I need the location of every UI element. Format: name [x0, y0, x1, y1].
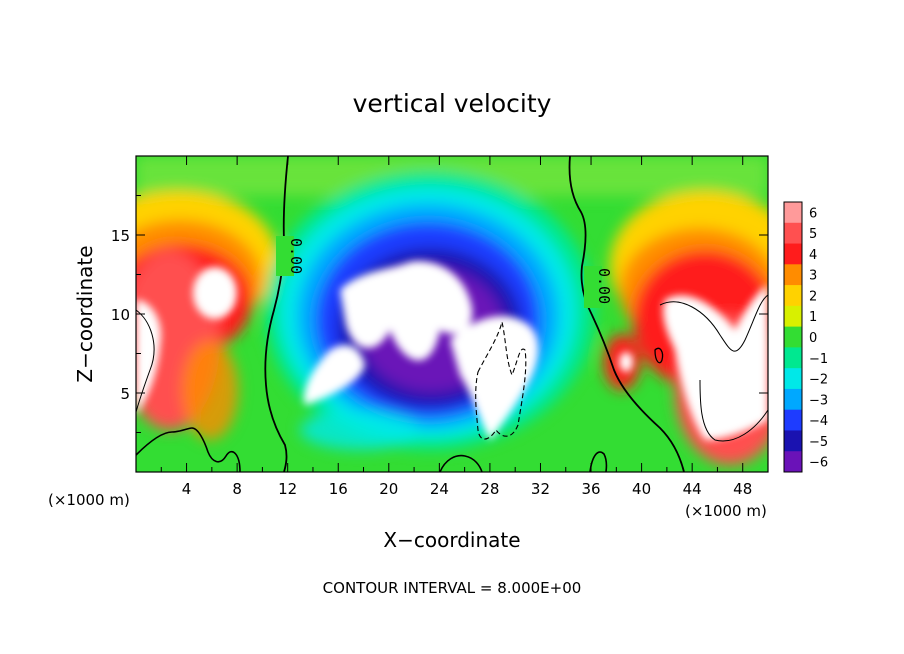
- x-tick-label: 16: [329, 480, 348, 498]
- colorbar-swatch: [784, 305, 802, 328]
- colorbar-swatch: [784, 388, 802, 411]
- contour-label-bg: [584, 266, 602, 308]
- x-axis: 4 8 12 16 20 24 28 32 36 40 44 48: [160, 156, 752, 498]
- x-tick-label: 36: [581, 480, 600, 498]
- colorbar-swatch: [784, 326, 802, 348]
- y-axis: 5 10 15: [111, 195, 768, 433]
- contour-bottom-mid: [439, 454, 483, 472]
- contour-bottom-left: [136, 427, 241, 472]
- colorbar-label: −4: [809, 414, 828, 429]
- y-axis-label: Z−coordinate: [73, 245, 97, 382]
- colorbar-label: −3: [809, 393, 828, 408]
- colorbar-label: 6: [809, 206, 817, 221]
- x-tick-label: 24: [430, 480, 449, 498]
- colorbar-swatch: [784, 264, 802, 286]
- colorbar-swatch: [784, 243, 802, 265]
- colorbar-label: 3: [809, 269, 817, 284]
- x-axis-label: X−coordinate: [383, 528, 520, 552]
- colorbar-label: 1: [809, 310, 817, 325]
- colorbar-swatch: [784, 347, 802, 369]
- colorbar: 6 5 4 3 2 1 0 −1 −2 −3 −4 −5 −6: [783, 201, 828, 473]
- y-tick-label: 15: [111, 227, 130, 245]
- contour-lines: [136, 156, 768, 472]
- x-tick-label: 20: [379, 480, 398, 498]
- colorbar-label: −5: [809, 435, 828, 450]
- zero-contour-left: [264, 156, 289, 472]
- velocity-field: [136, 156, 768, 472]
- colorbar-label: −6: [809, 456, 828, 471]
- colorbar-swatch: [784, 368, 802, 390]
- chart-title: vertical velocity: [353, 89, 552, 118]
- colorbar-swatch: [784, 285, 802, 307]
- x-tick-label: 44: [683, 480, 702, 498]
- contour-small-ring: [654, 347, 664, 364]
- contour-inner-left: [136, 309, 155, 413]
- x-tick-label: 4: [182, 480, 192, 498]
- colorbar-swatch: [784, 430, 802, 452]
- x-tick-label: 32: [531, 480, 550, 498]
- x-tick-label: 8: [232, 480, 242, 498]
- colorbar-label: 5: [809, 227, 817, 242]
- x-tick-label: 12: [278, 480, 297, 498]
- x-unit-right: (×1000 m): [685, 502, 767, 520]
- colorbar-label: 0: [809, 331, 817, 346]
- y-tick-label: 10: [111, 306, 130, 324]
- x-tick-label: 48: [733, 480, 752, 498]
- colorbar-swatch: [784, 202, 802, 224]
- x-tick-label: 28: [480, 480, 499, 498]
- contour-label-bg: [276, 236, 294, 276]
- colorbar-swatch: [784, 222, 802, 245]
- contour-bottom-36: [589, 451, 608, 472]
- colorbar-label: 2: [809, 289, 817, 304]
- contour-interval-note: CONTOUR INTERVAL = 8.000E+00: [323, 579, 582, 597]
- contour-dashed: [475, 321, 527, 440]
- colorbar-swatch: [784, 409, 802, 431]
- contour-label-right: 0.00: [595, 268, 613, 304]
- colorbar-label: −1: [809, 352, 828, 367]
- contour-inner-right-2: [699, 379, 768, 442]
- colorbar-swatch: [784, 451, 802, 473]
- x-tick-label: 40: [632, 480, 651, 498]
- colorbar-label: −2: [809, 373, 828, 388]
- colorbar-label: 4: [809, 248, 817, 263]
- colorbar-frame: [783, 201, 803, 473]
- x-unit-left: (×1000 m): [48, 491, 130, 509]
- zero-contour-right: [568, 156, 685, 472]
- y-tick-label: 5: [120, 385, 130, 403]
- contour-label-left: 0.00: [287, 238, 305, 274]
- contour-inner-right: [659, 294, 768, 352]
